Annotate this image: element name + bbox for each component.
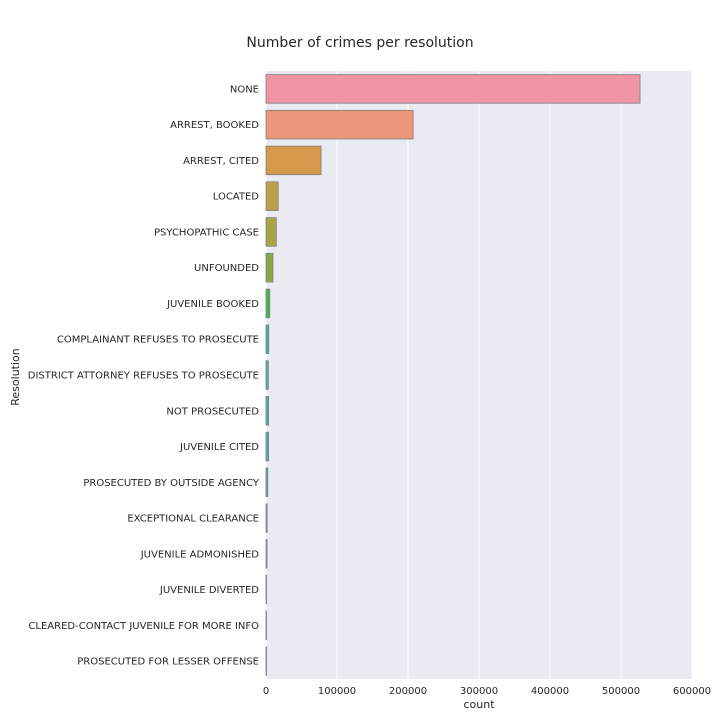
y-tick-label: NONE — [230, 84, 259, 95]
y-tick-label: CLEARED-CONTACT JUVENILE FOR MORE INFO — [28, 621, 259, 632]
bar — [265, 396, 270, 426]
x-tick-labels: 0 100000 200000 300000 400000 500000 600000 — [263, 686, 711, 697]
bar — [265, 145, 322, 176]
x-tick-label: 600000 — [673, 686, 711, 697]
y-tick-label: PSYCHOPATHIC CASE — [154, 227, 259, 238]
y-axis-title: Resolution — [9, 348, 22, 406]
y-tick-label: LOCATED — [213, 192, 260, 203]
bar — [265, 288, 271, 319]
bar — [265, 74, 641, 104]
bar — [265, 467, 269, 497]
y-tick-label: JUVENILE BOOKED — [166, 299, 259, 310]
bar — [265, 252, 274, 283]
y-tick-label: COMPLAINANT REFUSES TO PROSECUTE — [57, 335, 259, 346]
x-tick-label: 200000 — [389, 686, 427, 697]
y-tick-label: UNFOUNDED — [194, 263, 259, 274]
bar — [265, 181, 279, 211]
bar — [265, 109, 414, 140]
bar — [265, 324, 270, 354]
y-tick-label: ARREST, BOOKED — [170, 120, 259, 131]
y-tick-label: JUVENILE CITED — [179, 442, 259, 453]
bar — [265, 431, 270, 462]
y-tick-label: DISTRICT ATTORNEY REFUSES TO PROSECUTE — [28, 371, 259, 382]
x-tick-label: 0 — [263, 686, 269, 697]
bars — [265, 74, 641, 676]
bar — [265, 217, 277, 247]
x-tick-label: 500000 — [602, 686, 640, 697]
bar — [265, 503, 268, 533]
y-tick-label: PROSECUTED FOR LESSER OFFENSE — [77, 657, 259, 668]
y-tick-label: JUVENILE DIVERTED — [159, 585, 259, 596]
bar — [265, 574, 267, 605]
bar — [265, 539, 268, 569]
y-tick-label: PROSECUTED BY OUTSIDE AGENCY — [83, 478, 260, 489]
y-tick-label: EXCEPTIONAL CLEARANCE — [127, 514, 259, 525]
bar — [265, 646, 267, 676]
y-tick-label: ARREST, CITED — [183, 156, 259, 167]
y-tick-labels: NONE ARREST, BOOKED ARREST, CITED LOCATED PS… — [28, 84, 260, 667]
y-tick-label: NOT PROSECUTED — [166, 406, 259, 417]
x-tick-label: 400000 — [531, 686, 569, 697]
x-tick-label: 300000 — [460, 686, 498, 697]
x-axis-title: count — [463, 698, 495, 711]
chart-title: Number of crimes per resolution — [246, 35, 473, 51]
y-tick-label: JUVENILE ADMONISHED — [140, 549, 260, 560]
bar — [265, 610, 267, 641]
x-tick-label: 100000 — [318, 686, 356, 697]
bar — [265, 360, 269, 390]
